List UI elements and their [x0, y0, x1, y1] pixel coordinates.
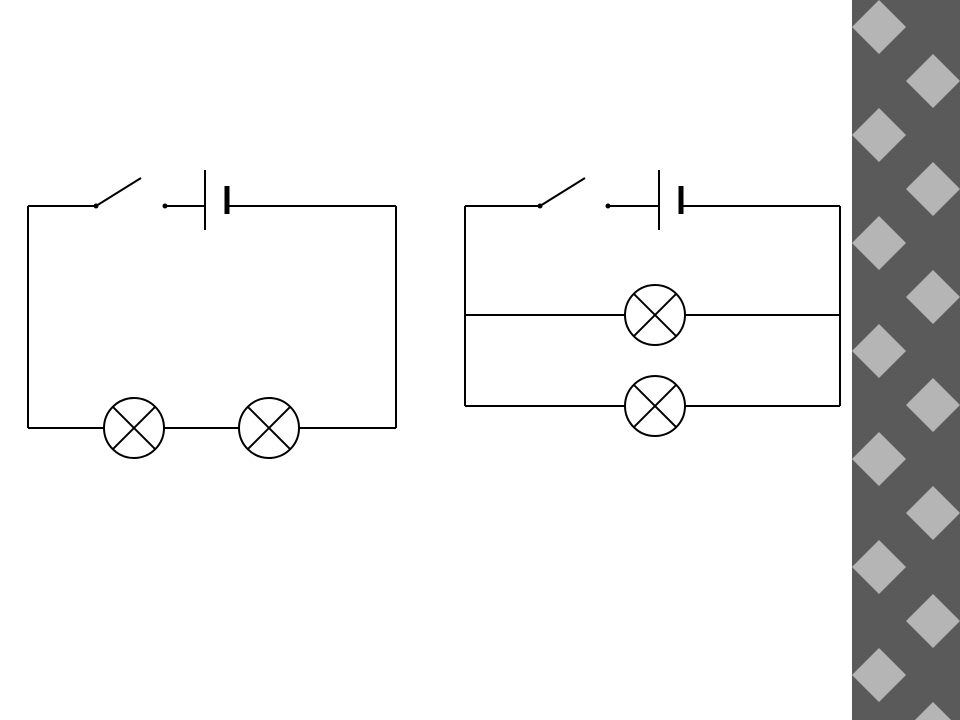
parallel-circuit [465, 170, 840, 436]
diamond-sidebar [852, 0, 960, 720]
series-circuit [28, 170, 396, 458]
circuit-diagrams [0, 0, 852, 720]
